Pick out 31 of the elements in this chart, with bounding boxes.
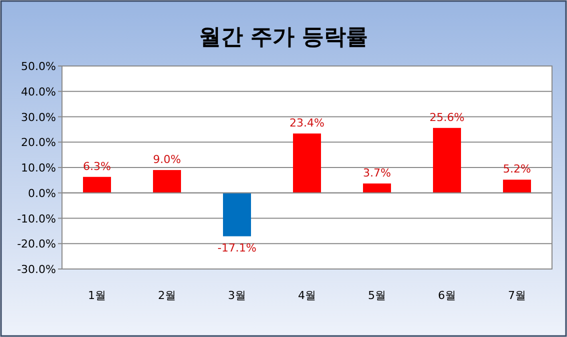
- y-tick-label: 40.0%: [21, 85, 56, 98]
- x-tick-label: 5월: [368, 289, 386, 302]
- bar: [363, 183, 391, 193]
- x-tick-label: 1월: [88, 289, 106, 302]
- x-tick-label: 4월: [298, 289, 316, 302]
- chart-title: 월간 주가 등락률: [198, 25, 368, 50]
- data-label: 23.4%: [290, 116, 324, 130]
- y-tick-label: -30.0%: [17, 263, 56, 276]
- bar: [503, 180, 531, 193]
- bar: [223, 192, 251, 236]
- y-tick-label: -10.0%: [17, 212, 56, 226]
- y-tick-label: 30.0%: [21, 110, 56, 124]
- data-label: 9.0%: [153, 153, 181, 166]
- bar: [433, 128, 461, 193]
- x-tick-label: 2월: [158, 289, 176, 302]
- bar: [293, 133, 321, 193]
- y-tick-label: 0.0%: [28, 186, 56, 200]
- x-tick-label: 7월: [508, 289, 526, 302]
- x-tick-label: 3월: [228, 289, 246, 302]
- y-tick-label: -20.0%: [17, 238, 56, 251]
- data-label: 6.3%: [83, 160, 111, 173]
- data-label: 3.7%: [363, 166, 391, 180]
- data-label: 25.6%: [430, 110, 464, 124]
- y-tick-label: 20.0%: [21, 136, 56, 150]
- x-tick-label: 6월: [438, 289, 456, 302]
- y-tick-label: 50.0%: [21, 60, 56, 73]
- bar: [153, 170, 181, 193]
- data-label: 5.2%: [503, 162, 531, 176]
- y-tick-label: 10.0%: [21, 162, 56, 174]
- bar: [83, 176, 111, 193]
- data-label: -17.1%: [218, 241, 256, 254]
